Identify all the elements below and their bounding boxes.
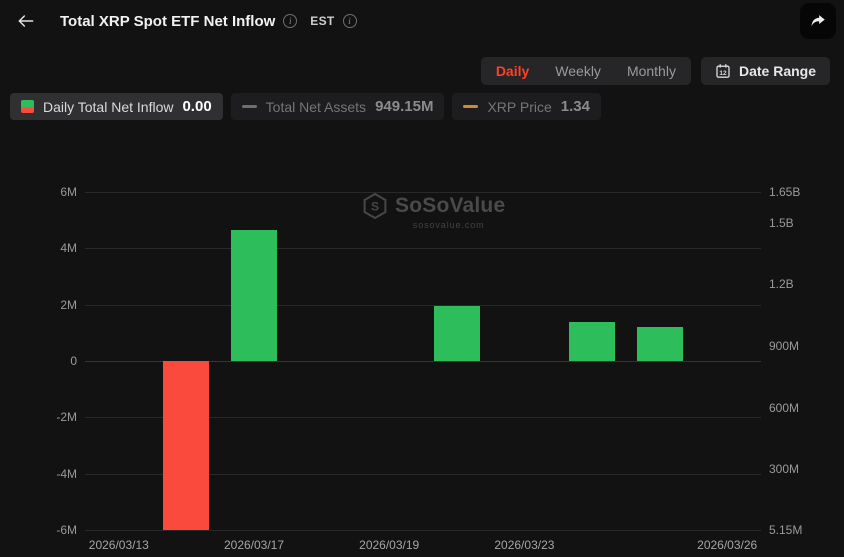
legend-item-daily-total-net-inflow[interactable]: Daily Total Net Inflow 0.00	[10, 93, 223, 120]
y-axis-tick-left: -6M	[56, 523, 77, 537]
x-axis-tick: 2026/03/23	[494, 538, 555, 552]
legend-label: Total Net Assets	[265, 98, 367, 115]
chart-controls: Daily Weekly Monthly 12 Date Range	[480, 57, 830, 85]
y-axis-tick-left: -2M	[56, 410, 77, 425]
watermark: S SoSoValue sosovalue.com	[362, 193, 505, 230]
bar-series-marker-icon	[21, 100, 34, 113]
tab-monthly[interactable]: Monthly	[614, 59, 689, 83]
y-axis-tick-left: 0	[70, 354, 77, 368]
y-axis-tick-right: 900M	[769, 339, 800, 354]
bar-2026/03/25[interactable]	[636, 326, 683, 361]
sosovalue-logo-icon: S	[363, 193, 387, 219]
x-axis-tick: 2026/03/13	[88, 538, 149, 552]
y-axis-tick-right: 1.2B	[769, 277, 794, 292]
bar-2026/03/20[interactable]	[433, 306, 480, 361]
plot-area: 2026/03/13 2026/03/17 2026/03/19 2026/03/23…	[85, 192, 761, 552]
y-axis-tick-right: 5.15M	[769, 523, 803, 537]
info-icon[interactable]: i	[283, 14, 298, 28]
share-arrow-icon	[811, 15, 825, 27]
date-range-label: Date Range	[738, 63, 816, 79]
gridline	[85, 417, 761, 419]
legend-item-xrp-price[interactable]: XRP Price 1.34	[452, 93, 601, 120]
x-axis-tick: 2026/03/19	[359, 538, 420, 552]
interval-tab-group: Daily Weekly Monthly	[480, 57, 691, 85]
chart-area: S SoSoValue sosovalue.com 6M 4M 2M 0 -2M -4M -…	[0, 140, 844, 557]
watermark-name: SoSoValue	[395, 194, 506, 217]
gridline	[85, 473, 761, 475]
line-series-marker-icon	[463, 105, 479, 108]
legend-value: 949.15M	[375, 98, 434, 115]
y-axis-tick-right: 1.65B	[769, 185, 801, 199]
y-axis-tick-left: 2M	[60, 297, 77, 312]
y-axis-tick-left: -4M	[56, 466, 77, 481]
line-series-marker-icon	[241, 105, 257, 108]
gridline	[85, 530, 761, 531]
x-axis-tick: 2026/03/17	[223, 538, 285, 552]
header: Total XRP Spot ETF Net Inflow i EST i	[0, 0, 844, 42]
page-title: Total XRP Spot ETF Net Inflow	[60, 12, 276, 30]
legend: Daily Total Net Inflow 0.00 Total Net As…	[10, 93, 601, 120]
gridline	[85, 304, 761, 306]
timezone-label: EST	[310, 14, 335, 28]
legend-label: Daily Total Net Inflow	[43, 98, 174, 115]
y-axis-tick-right: 600M	[769, 400, 800, 415]
arrow-left-icon	[18, 15, 34, 27]
share-button[interactable]	[800, 3, 836, 39]
x-axis-tick: 2026/03/26	[697, 538, 758, 552]
watermark-domain: sosovalue.com	[412, 220, 485, 230]
legend-value: 1.34	[560, 98, 590, 115]
bar-2026/03/24[interactable]	[569, 322, 615, 361]
y-axis-left: 6M 4M 2M 0 -2M -4M -6M	[0, 185, 77, 537]
y-axis-tick-right: 1.5B	[769, 215, 794, 230]
info-icon[interactable]: i	[342, 14, 357, 28]
y-axis-tick-right: 300M	[769, 462, 800, 477]
tab-daily[interactable]: Daily	[483, 59, 542, 83]
y-axis-right: 1.65B 1.5B 1.2B 900M 600M 300M 5.15M	[769, 185, 844, 537]
legend-value: 0.00	[182, 98, 212, 115]
y-axis-tick-left: 4M	[60, 241, 77, 256]
svg-text:S: S	[371, 200, 379, 214]
svg-text:12: 12	[719, 70, 727, 77]
back-button[interactable]	[14, 9, 38, 33]
gridline	[85, 192, 761, 193]
tab-weekly[interactable]: Weekly	[542, 59, 614, 83]
bar-2026/03/17[interactable]	[231, 230, 277, 361]
gridline	[85, 361, 761, 362]
y-axis-tick-left: 6M	[60, 185, 77, 199]
legend-label: XRP Price	[487, 98, 552, 115]
date-range-button[interactable]: 12 Date Range	[700, 57, 830, 85]
legend-item-total-net-assets[interactable]: Total Net Assets 949.15M	[230, 93, 445, 120]
bar-2026/03/16[interactable]	[163, 361, 210, 530]
calendar-icon: 12	[716, 64, 730, 78]
gridline	[85, 248, 761, 250]
